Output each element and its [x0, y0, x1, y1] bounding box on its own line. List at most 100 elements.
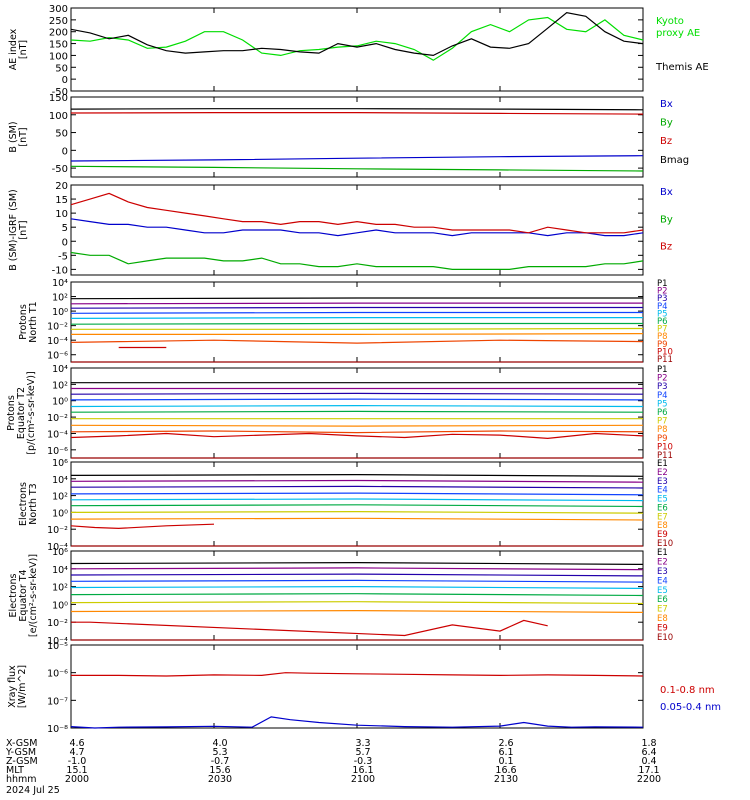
series-line [71, 619, 548, 637]
legend-entry: P5 [657, 399, 668, 409]
y-tick-label: 20 [55, 181, 68, 192]
legend-entry: P7 [657, 417, 668, 427]
legend-entry: Bmag [660, 155, 689, 166]
series-line [70, 517, 644, 521]
legend-entry: P9 [657, 434, 668, 444]
y-tick-label: 10⁻² [47, 413, 68, 424]
legend-entry: P6 [657, 408, 668, 418]
legend-entry: E7 [657, 605, 668, 615]
y-axis-title-line: [W/m^2] [17, 665, 28, 708]
series-line [70, 108, 644, 111]
footer-value: -0.3 [353, 756, 373, 767]
y-tick-label: -50 [52, 164, 68, 175]
legend-entry: E2 [657, 468, 668, 478]
series-line [71, 333, 644, 335]
legend-entry: E6 [657, 503, 668, 513]
series-line [70, 432, 644, 440]
series-line [70, 573, 644, 577]
series-line [71, 327, 644, 330]
series-line [70, 404, 644, 408]
legend-entry: 0.1-0.8 nm [660, 685, 715, 696]
footer-label: MLT [6, 765, 24, 776]
series-line [70, 567, 644, 571]
legend-entry: P2 [657, 374, 668, 384]
legend-entry: P8 [657, 332, 668, 342]
legend-entry: E7 [657, 512, 668, 522]
y-tick-label: 300 [49, 4, 68, 15]
y-tick-label: 5 [62, 223, 68, 234]
legend-entry: P4 [657, 302, 668, 312]
y-tick-label: 10⁻² [47, 618, 68, 629]
series-line [70, 297, 643, 300]
footer-value: 17.1 [638, 765, 660, 776]
series-line [70, 585, 644, 589]
legend-entry: E1 [657, 548, 668, 558]
date-label: 2024 Jul 25 [6, 785, 60, 796]
series-line [70, 579, 644, 583]
y-axis-title-line: Equator T4 [18, 569, 29, 621]
y-tick-label: 10⁻⁶ [47, 669, 68, 680]
legend-entry: proxy AE [656, 28, 700, 39]
y-tick-label: 50 [55, 129, 68, 140]
series-line [70, 424, 644, 427]
y-tick-label: 10⁶ [52, 547, 68, 558]
y-tick-label: 10² [52, 380, 68, 391]
y-tick-label: 10⁻⁷ [47, 696, 68, 707]
series-line [70, 155, 644, 162]
footer-value: 16.6 [495, 765, 517, 776]
series-line [70, 398, 644, 401]
y-tick-label: 10⁴ [52, 364, 68, 375]
footer-value: 2100 [350, 774, 376, 785]
y-tick-label: 10⁻⁴ [47, 429, 68, 440]
series-line [70, 322, 643, 325]
y-axis-title-line: Xray flux [7, 665, 18, 708]
y-tick-label: 10⁴ [52, 278, 68, 289]
legend-entry: Bz [660, 242, 672, 253]
y-axis-title-line: Protons [18, 304, 29, 340]
series-line [70, 561, 644, 565]
series-line [70, 192, 644, 234]
y-tick-label: 10⁻⁶ [47, 351, 68, 362]
series-line [70, 16, 644, 61]
footer-value: 4.7 [69, 747, 85, 758]
panel-protons-north-t1: 10⁴ 10² 10⁰ 10⁻² 10⁻⁴ 10⁻⁶ Protons North T1 P1P2… [18, 278, 673, 365]
y-axis-title: Xray flux [W/m^2] [7, 665, 28, 708]
legend-entry: E6 [657, 595, 668, 605]
legend-entry: P6 [657, 317, 668, 327]
legend-entry: P1 [657, 365, 668, 375]
footer-label: Y-GSM [6, 747, 37, 758]
y-axis-title-line: Protons [6, 395, 17, 431]
panel-xray-flux: 10⁻⁵ 10⁻⁶ 10⁻⁷ 10⁻⁸ Xray flux [W/m^2] 0.1-0.8 … [7, 641, 721, 735]
y-axis-title: Protons Equator T2 [p/(cm²-s-sr-keV)] [6, 371, 37, 454]
footer-value: 2000 [64, 774, 90, 785]
series-line [70, 251, 644, 270]
y-tick-label: 10⁻² [47, 525, 68, 536]
series-line [70, 306, 643, 309]
legend-entry: P4 [657, 391, 668, 401]
y-axis-title-line: B (SM)-IGRF (SM) [8, 189, 19, 271]
y-tick-label: 0 [62, 75, 68, 86]
y-axis-title-line: [e/(cm²-s-sr-keV)] [28, 554, 39, 637]
legend-entry: P3 [657, 382, 668, 392]
footer-row-y-gsm: Y-GSM 4.7 5.3 5.7 6.1 6.4 [6, 747, 686, 758]
y-tick-label: 10⁴ [52, 475, 68, 486]
footer-label: Z-GSM [6, 756, 38, 767]
series-line [70, 479, 644, 483]
footer-row-x-gsm: X-GSM 4.6 4.0 3.3 2.6 1.8 [6, 738, 686, 749]
footer-row-z-gsm: Z-GSM -1.0 -0.7 -0.3 0.1 0.4 [6, 756, 686, 767]
legend-entry: P1 [657, 279, 668, 289]
y-axis-title-line: Equator T2 [16, 387, 27, 439]
y-tick-label: 150 [49, 93, 68, 104]
series-line [70, 317, 643, 319]
plot-frame [70, 281, 644, 363]
legend-entry: P2 [657, 287, 668, 297]
y-tick-label: 10⁰ [52, 307, 68, 318]
footer-value: 4.6 [69, 738, 85, 749]
footer-value: 2130 [493, 774, 519, 785]
y-axis-title: Electrons Equator T4 [e/(cm²-s-sr-keV)] [8, 554, 39, 637]
series-line [70, 473, 644, 477]
legend-entry: Bx [660, 187, 673, 198]
legend-entry: P9 [657, 340, 668, 350]
y-tick-label: 15 [55, 195, 68, 206]
